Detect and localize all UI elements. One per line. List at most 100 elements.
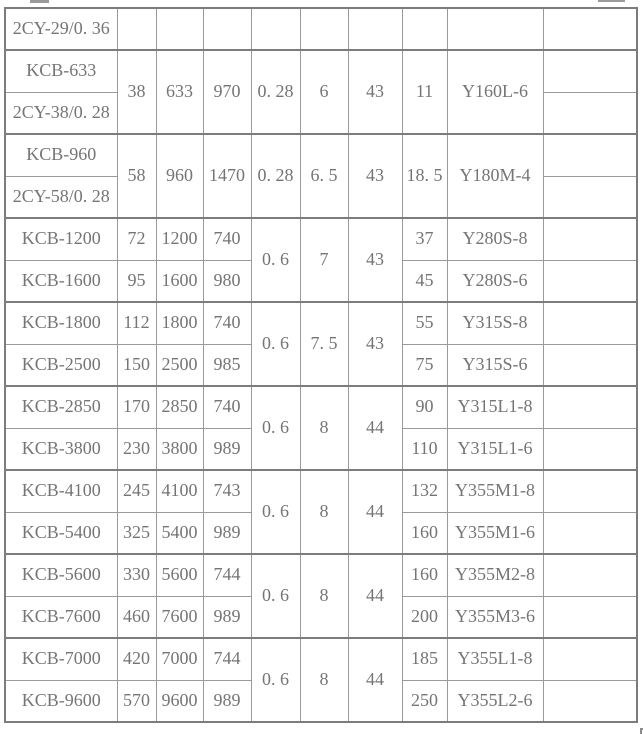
value-cell: 9600 xyxy=(155,679,204,723)
value-cell: 160 xyxy=(401,553,448,597)
table-row: KCB-7600 460 7600 989 200 Y355M3-6 xyxy=(4,595,638,639)
value-cell: 743 xyxy=(202,469,252,513)
value-cell: 0. 6 xyxy=(250,301,301,387)
value-cell: 132 xyxy=(401,469,448,513)
value-cell: 0. 6 xyxy=(250,385,301,471)
empty-cell xyxy=(542,385,638,429)
motor-cell: Y280S-8 xyxy=(446,217,544,261)
value-cell: 0. 28 xyxy=(250,49,301,135)
motor-cell: Y280S-6 xyxy=(446,259,544,303)
value-cell: 985 xyxy=(202,343,252,387)
empty-cell xyxy=(446,7,544,51)
value-cell: 37 xyxy=(401,217,448,261)
empty-cell xyxy=(542,91,638,135)
value-cell: 8 xyxy=(299,385,349,471)
value-cell: 744 xyxy=(202,553,252,597)
empty-cell xyxy=(542,427,638,471)
value-cell: 2850 xyxy=(155,385,204,429)
table-row: KCB-9600 570 9600 989 250 Y355L2-6 xyxy=(4,679,638,723)
value-cell: 5400 xyxy=(155,511,204,555)
value-cell: 44 xyxy=(347,385,403,471)
value-cell: 0. 6 xyxy=(250,637,301,723)
model-cell: KCB-2500 xyxy=(4,343,118,387)
table-row: KCB-2850 170 2850 740 0. 6 8 44 90 Y315L… xyxy=(4,385,638,471)
value-cell: 744 xyxy=(202,637,252,681)
model-cell: KCB-633 xyxy=(4,49,118,93)
table-row: 2CY-29/0. 36 xyxy=(4,7,638,51)
value-cell: 58 xyxy=(116,133,157,219)
value-cell: 170 xyxy=(116,385,157,429)
value-cell: 110 xyxy=(401,427,448,471)
model-cell: KCB-7000 xyxy=(4,637,118,681)
value-cell: 43 xyxy=(347,49,403,135)
empty-cell xyxy=(542,511,638,555)
model-cell: 2CY-38/0. 28 xyxy=(4,91,118,135)
model-cell: KCB-1200 xyxy=(4,217,118,261)
value-cell: 245 xyxy=(116,469,157,513)
motor-cell: Y355M2-8 xyxy=(446,553,544,597)
table-row: KCB-2500 150 2500 985 75 Y315S-6 xyxy=(4,343,638,387)
motor-cell: Y355L1-8 xyxy=(446,637,544,681)
value-cell: 18. 5 xyxy=(401,133,448,219)
value-cell: 980 xyxy=(202,259,252,303)
empty-cell xyxy=(542,637,638,681)
value-cell: 44 xyxy=(347,469,403,555)
motor-cell: Y315L1-8 xyxy=(446,385,544,429)
value-cell: 330 xyxy=(116,553,157,597)
value-cell: 740 xyxy=(202,217,252,261)
table-row: KCB-7000 420 7000 744 0. 6 8 44 185 Y355… xyxy=(4,637,638,723)
motor-cell: Y355L2-6 xyxy=(446,679,544,723)
table-row: KCB-1600 95 1600 980 45 Y280S-6 xyxy=(4,259,638,303)
value-cell: 75 xyxy=(401,343,448,387)
motor-cell: Y180M-4 xyxy=(446,133,544,219)
model-cell: KCB-2850 xyxy=(4,385,118,429)
value-cell: 740 xyxy=(202,385,252,429)
empty-cell xyxy=(542,301,638,345)
value-cell: 0. 6 xyxy=(250,217,301,303)
value-cell: 1200 xyxy=(155,217,204,261)
value-cell: 8 xyxy=(299,469,349,555)
value-cell: 8 xyxy=(299,637,349,723)
value-cell: 43 xyxy=(347,301,403,387)
value-cell: 200 xyxy=(401,595,448,639)
empty-cell xyxy=(542,7,638,51)
table-row: KCB-633 38 633 970 0. 28 6 43 11 Y160L-6 xyxy=(4,49,638,135)
value-cell: 90 xyxy=(401,385,448,429)
value-cell: 95 xyxy=(116,259,157,303)
value-cell: 72 xyxy=(116,217,157,261)
motor-cell: Y355M1-8 xyxy=(446,469,544,513)
value-cell: 325 xyxy=(116,511,157,555)
value-cell: 6. 5 xyxy=(299,133,349,219)
table-row: KCB-960 58 960 1470 0. 28 6. 5 43 18. 5 … xyxy=(4,133,638,219)
motor-cell: Y355M1-6 xyxy=(446,511,544,555)
table-row: KCB-1800 112 1800 740 0. 6 7. 5 43 55 Y3… xyxy=(4,301,638,387)
value-cell: 112 xyxy=(116,301,157,345)
value-cell: 460 xyxy=(116,595,157,639)
empty-cell xyxy=(401,7,448,51)
model-cell: KCB-9600 xyxy=(4,679,118,723)
empty-cell xyxy=(116,7,157,51)
value-cell: 570 xyxy=(116,679,157,723)
value-cell: 420 xyxy=(116,637,157,681)
empty-cell xyxy=(542,679,638,723)
empty-cell xyxy=(155,7,204,51)
empty-cell xyxy=(542,259,638,303)
empty-cell xyxy=(542,595,638,639)
value-cell: 7600 xyxy=(155,595,204,639)
model-cell: 2CY-58/0. 28 xyxy=(4,175,118,219)
table-row: KCB-4100 245 4100 743 0. 6 8 44 132 Y355… xyxy=(4,469,638,555)
empty-cell xyxy=(542,49,638,93)
table-row: KCB-1200 72 1200 740 0. 6 7 43 37 Y280S-… xyxy=(4,217,638,303)
model-cell: KCB-5400 xyxy=(4,511,118,555)
value-cell: 230 xyxy=(116,427,157,471)
table-row: 2CY-38/0. 28 xyxy=(4,91,638,135)
value-cell: 5600 xyxy=(155,553,204,597)
value-cell: 633 xyxy=(155,49,204,135)
value-cell: 160 xyxy=(401,511,448,555)
model-cell: KCB-960 xyxy=(4,133,118,177)
value-cell: 6 xyxy=(299,49,349,135)
value-cell: 960 xyxy=(155,133,204,219)
pump-spec-table: 2CY-29/0. 36 KCB-633 38 633 970 0. 28 6 … xyxy=(4,7,638,723)
value-cell: 740 xyxy=(202,301,252,345)
